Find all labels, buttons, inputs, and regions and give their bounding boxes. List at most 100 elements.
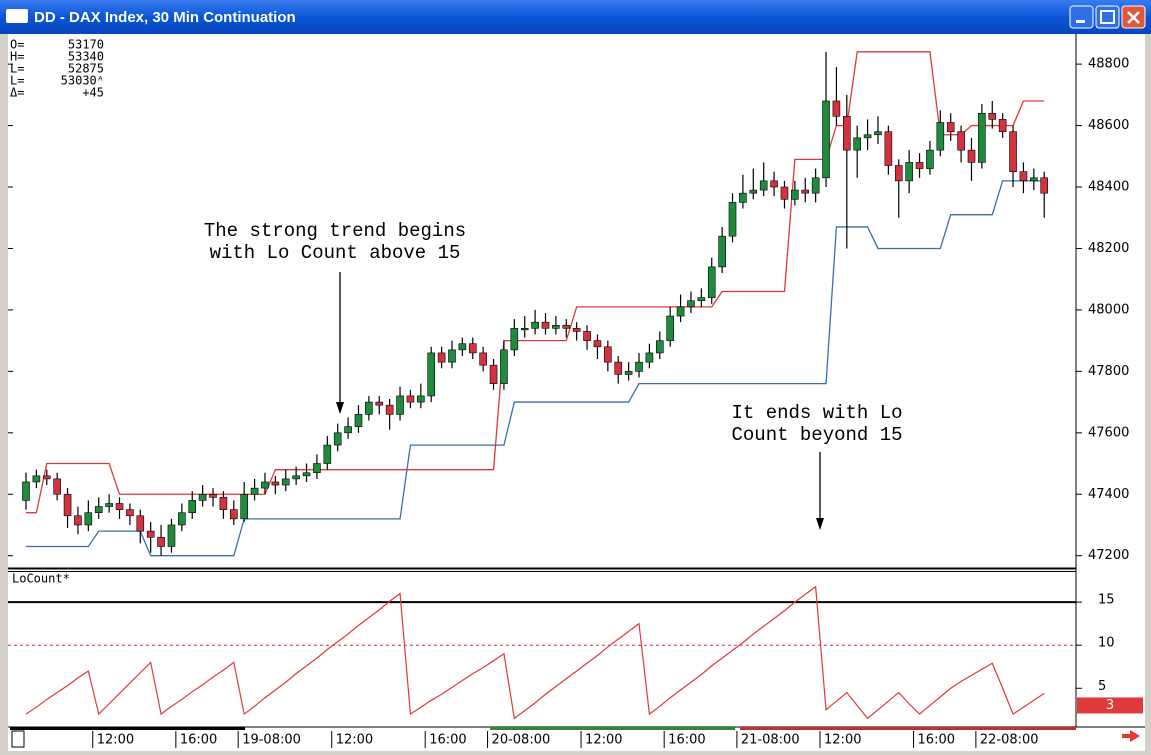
y-tick-label: 5	[1098, 679, 1106, 694]
band-line	[26, 51, 1045, 514]
candle-body	[843, 116, 851, 151]
candle-body	[354, 414, 363, 427]
candle-body	[915, 162, 924, 169]
window-buttons[interactable]	[1069, 5, 1146, 29]
candle-body	[427, 352, 436, 397]
candle-body	[853, 137, 862, 151]
readout-label: O=	[10, 38, 24, 52]
readout-value: 53030ᴬ	[61, 74, 104, 88]
candle-body	[302, 472, 311, 477]
candle-body	[510, 328, 519, 351]
candle-body	[63, 493, 72, 517]
maximize-button[interactable]	[1095, 5, 1120, 29]
candle-body	[281, 478, 290, 486]
candle-body	[739, 192, 747, 203]
session-bar	[740, 727, 1076, 730]
candle-body	[884, 131, 893, 166]
annotation: The strong trend begins	[204, 220, 466, 242]
candle-body	[707, 266, 716, 298]
candle-body	[105, 503, 113, 507]
candle-body	[489, 364, 498, 384]
readout-value: 52875	[68, 62, 104, 76]
current-value-box	[1077, 697, 1143, 714]
y-tick-label: 48600	[1088, 118, 1129, 133]
x-tick-label: 12:00	[336, 733, 373, 748]
y-tick-label: 47800	[1088, 364, 1129, 379]
candle-body	[344, 426, 352, 434]
candle-body	[520, 328, 529, 331]
candle-body	[832, 100, 841, 117]
candle-body	[271, 481, 280, 486]
x-tick-label: 21-08:00	[741, 733, 800, 748]
session-bar	[490, 727, 735, 730]
candle-body	[198, 493, 207, 501]
candle-body	[749, 189, 758, 194]
candle-body	[261, 481, 269, 489]
y-tick-label: 15	[1098, 593, 1115, 608]
candle-body	[126, 509, 134, 517]
annotation: It ends with Lo	[731, 402, 902, 424]
candle-body	[146, 530, 155, 538]
candle-body	[250, 487, 259, 495]
candle-body	[375, 401, 384, 406]
candle-body	[209, 493, 217, 498]
candle-body	[541, 321, 550, 329]
candle-body	[32, 475, 41, 483]
band-line	[26, 180, 1045, 557]
candle-body	[292, 475, 300, 480]
candle-body	[115, 503, 124, 510]
candle-body	[136, 515, 145, 532]
candle-body	[167, 524, 176, 547]
candle-body	[791, 189, 799, 200]
y-tick-label: 48800	[1088, 57, 1129, 72]
readout-label: H=	[10, 50, 24, 64]
candle-body	[219, 497, 228, 510]
x-tick-label: 16:00	[918, 733, 955, 748]
x-tick-label: 19-08:00	[242, 733, 301, 748]
session-bar	[10, 727, 245, 730]
y-tick-label: 48000	[1088, 302, 1129, 317]
readout-value: +45	[82, 86, 104, 100]
candle-body	[676, 306, 685, 317]
candle-body	[624, 371, 633, 375]
candle-body	[562, 324, 571, 329]
annotation: Count beyond 15	[731, 424, 902, 446]
candle-body	[552, 324, 560, 329]
candle-body	[655, 340, 664, 354]
candle-body	[894, 165, 903, 182]
candle-body	[697, 297, 706, 301]
x-tick-label: 16:00	[180, 733, 217, 748]
candle-body	[396, 395, 404, 415]
candle-body	[687, 300, 695, 308]
x-tick-label: 22-08:00	[980, 733, 1039, 748]
candle-body	[926, 149, 934, 169]
candle-body	[84, 512, 93, 526]
candle-body	[188, 500, 197, 513]
x-tick-label: 12:00	[97, 733, 134, 748]
candle-body	[874, 131, 882, 136]
annotation-arrowhead	[336, 402, 344, 414]
candle-body	[946, 122, 955, 133]
candle-body	[1040, 177, 1049, 194]
candle-body	[978, 112, 986, 163]
candle-body	[365, 401, 373, 415]
candle-body	[1009, 131, 1017, 172]
candle-body	[157, 536, 165, 547]
scroll-right-arrow[interactable]	[1122, 730, 1140, 742]
candle-body	[94, 506, 103, 513]
candle-body	[448, 349, 456, 363]
candle-body	[74, 515, 82, 526]
minimize-button[interactable]	[1069, 5, 1094, 29]
candle-body	[323, 444, 332, 464]
candle-body	[240, 493, 248, 520]
candle-body	[905, 162, 913, 182]
chart-area	[8, 34, 1145, 751]
candle-body	[385, 404, 394, 415]
candle-body	[728, 202, 737, 237]
y-tick-label: 47600	[1088, 425, 1129, 440]
candle-body	[998, 119, 1007, 133]
scroll-thumb[interactable]	[11, 730, 25, 748]
candle-body	[863, 134, 872, 139]
candle-body	[230, 509, 238, 520]
